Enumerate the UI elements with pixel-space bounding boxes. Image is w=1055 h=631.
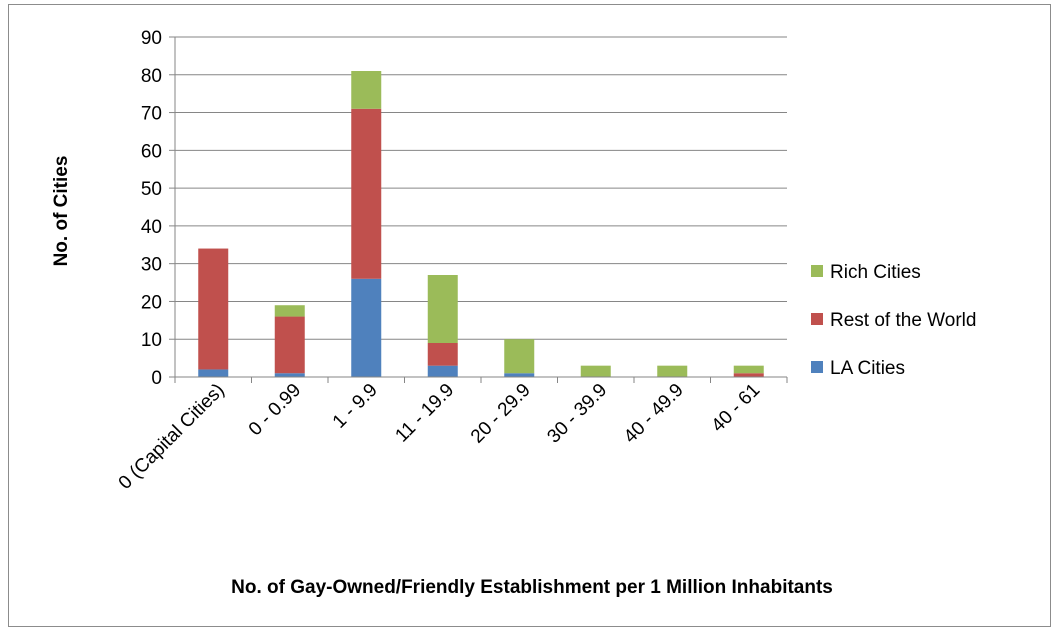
y-tick-label: 60 xyxy=(141,141,162,162)
y-tick-label: 0 xyxy=(151,368,162,389)
bar-segment-rich-cities xyxy=(504,339,535,374)
bar-segment-la-cities xyxy=(351,278,382,377)
legend-swatch xyxy=(811,361,823,373)
y-tick-label: 50 xyxy=(141,179,162,200)
bar-segment-rich-cities xyxy=(733,365,764,374)
legend-swatch xyxy=(811,313,823,325)
y-tick-label: 70 xyxy=(141,104,162,125)
y-tick-label: 30 xyxy=(141,255,162,276)
legend: Rich Cities Rest of the World LA Cities xyxy=(811,262,976,379)
bar-segment-la-cities xyxy=(274,373,305,377)
legend-label: Rest of the World xyxy=(830,310,976,331)
bar-segment-la-cities xyxy=(504,373,535,377)
bar-segment-rest-of-the-world xyxy=(351,108,382,279)
x-tick-label: 20 - 29.9 xyxy=(467,380,535,448)
bar-segment-rich-cities xyxy=(427,275,458,343)
x-tick-label: 40 - 49.9 xyxy=(620,380,688,448)
bar-segment-rest-of-the-world xyxy=(427,343,458,366)
y-axis-title: No. of Cities xyxy=(51,156,72,267)
x-tick-label: 40 - 61 xyxy=(708,380,765,437)
x-tick-label: 1 - 9.9 xyxy=(329,380,382,433)
x-axis-ticks: 0 (Capital Cities) 0 - 0.99 1 - 9.9 11 - 19… xyxy=(115,380,765,494)
x-tick-label: 11 - 19.9 xyxy=(391,380,458,447)
chart-area: 0 10 20 30 40 50 60 70 80 90 0 (Capital Cities) 0 … xyxy=(8,4,1051,627)
x-tick-label: 30 - 39.9 xyxy=(543,380,611,448)
bar-segment-rest-of-the-world xyxy=(733,373,764,377)
bar-segment-la-cities xyxy=(198,369,229,377)
y-tick-label: 20 xyxy=(141,292,162,313)
y-tick-label: 40 xyxy=(141,217,162,238)
y-tick-label: 10 xyxy=(141,330,162,351)
y-axis-ticks: 0 10 20 30 40 50 60 70 80 90 xyxy=(141,28,175,389)
x-tick-label: 0 - 0.99 xyxy=(245,380,305,440)
bars xyxy=(198,71,764,377)
bar-segment-rich-cities xyxy=(351,71,382,109)
bar-segment-la-cities xyxy=(427,365,458,377)
bar-segment-rich-cities xyxy=(580,365,611,377)
legend-label: LA Cities xyxy=(830,358,905,379)
axes xyxy=(174,37,788,383)
y-tick-label: 90 xyxy=(141,28,162,49)
legend-label: Rich Cities xyxy=(830,262,921,283)
y-tick-label: 80 xyxy=(141,66,162,87)
legend-swatch xyxy=(811,265,823,277)
bar-segment-rich-cities xyxy=(274,305,305,317)
x-axis-title: No. of Gay-Owned/Friendly Establishment … xyxy=(231,577,833,598)
bar-segment-rich-cities xyxy=(657,365,688,377)
bar-segment-rest-of-the-world xyxy=(198,248,229,370)
x-tick-label: 0 (Capital Cities) xyxy=(115,380,229,494)
bar-segment-rest-of-the-world xyxy=(274,316,305,374)
gridlines xyxy=(175,36,787,340)
